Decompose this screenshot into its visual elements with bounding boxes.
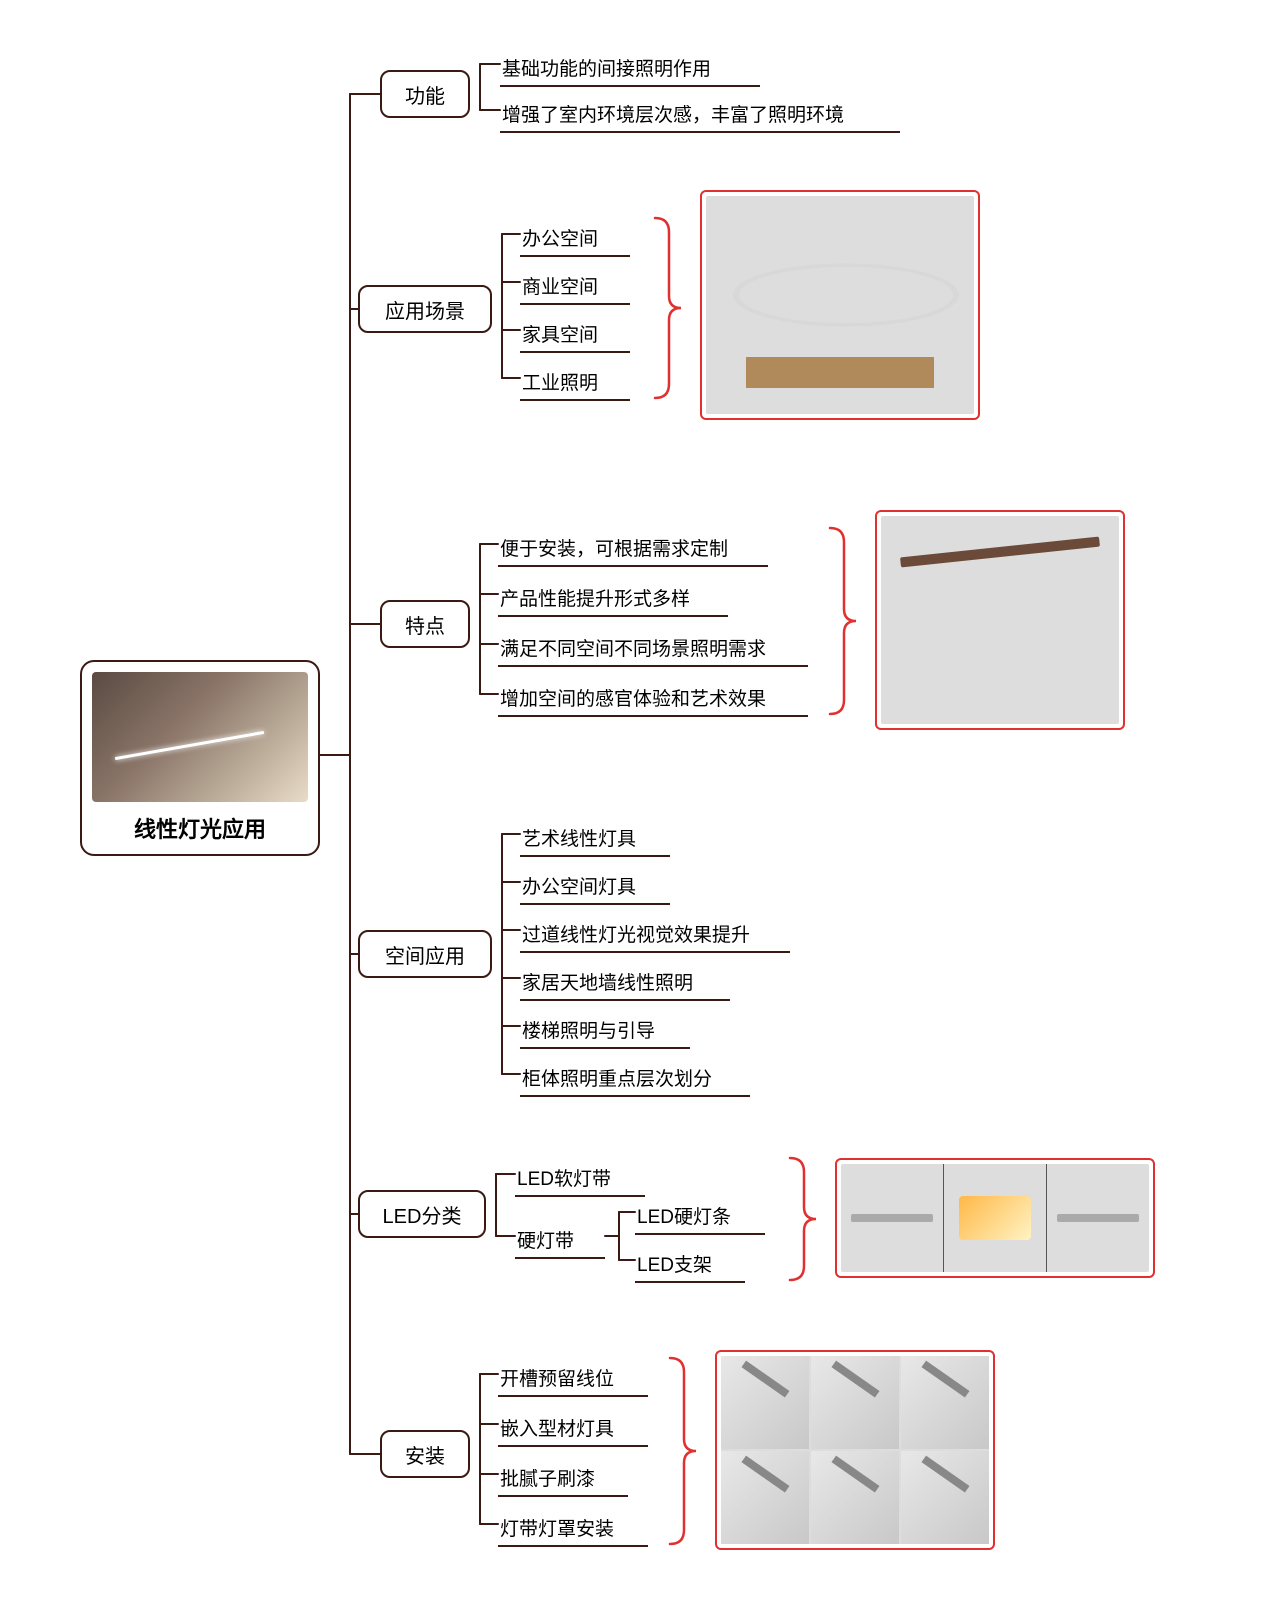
leaf: LED软灯带 (515, 1160, 645, 1197)
leaf: 办公空间灯具 (520, 868, 670, 905)
leaf: 商业空间 (520, 268, 630, 305)
branch-space: 空间应用 (358, 930, 492, 978)
illustration-scene (700, 190, 980, 420)
leaf: 增强了室内环境层次感，丰富了照明环境 (500, 96, 900, 133)
root-image-placeholder (92, 672, 308, 802)
leaf: 家具空间 (520, 316, 630, 353)
illustration-feature (875, 510, 1125, 730)
branch-scene: 应用场景 (358, 285, 492, 333)
leaf: 柜体照明重点层次划分 (520, 1060, 750, 1097)
leaf: 楼梯照明与引导 (520, 1012, 690, 1049)
branch-feature: 特点 (380, 600, 470, 648)
leaf: 工业照明 (520, 364, 630, 401)
image-placeholder (706, 196, 974, 414)
leaf: 开槽预留线位 (498, 1360, 648, 1397)
image-placeholder (881, 516, 1119, 724)
leaf: 灯带灯罩安装 (498, 1510, 648, 1547)
leaf: 批腻子刷漆 (498, 1460, 628, 1497)
illustration-led (835, 1158, 1155, 1278)
branch-led: LED分类 (358, 1190, 486, 1238)
illustration-install (715, 1350, 995, 1550)
leaf: 硬灯带 (515, 1222, 605, 1259)
leaf: 艺术线性灯具 (520, 820, 670, 857)
leaf: 产品性能提升形式多样 (498, 580, 728, 617)
root-title: 线性灯光应用 (92, 812, 308, 844)
leaf: 增加空间的感官体验和艺术效果 (498, 680, 808, 717)
image-placeholder (721, 1356, 989, 1544)
branch-install: 安装 (380, 1430, 470, 1478)
leaf: 办公空间 (520, 220, 630, 257)
leaf: LED硬灯条 (635, 1198, 765, 1235)
leaf: 满足不同空间不同场景照明需求 (498, 630, 808, 667)
leaf: 家居天地墙线性照明 (520, 964, 730, 1001)
leaf: 嵌入型材灯具 (498, 1410, 648, 1447)
branch-function: 功能 (380, 70, 470, 118)
leaf: LED支架 (635, 1246, 745, 1283)
leaf: 基础功能的间接照明作用 (500, 50, 760, 87)
image-placeholder (841, 1164, 1149, 1272)
leaf: 便于安装，可根据需求定制 (498, 530, 768, 567)
root-node: 线性灯光应用 (80, 660, 320, 856)
leaf: 过道线性灯光视觉效果提升 (520, 916, 790, 953)
